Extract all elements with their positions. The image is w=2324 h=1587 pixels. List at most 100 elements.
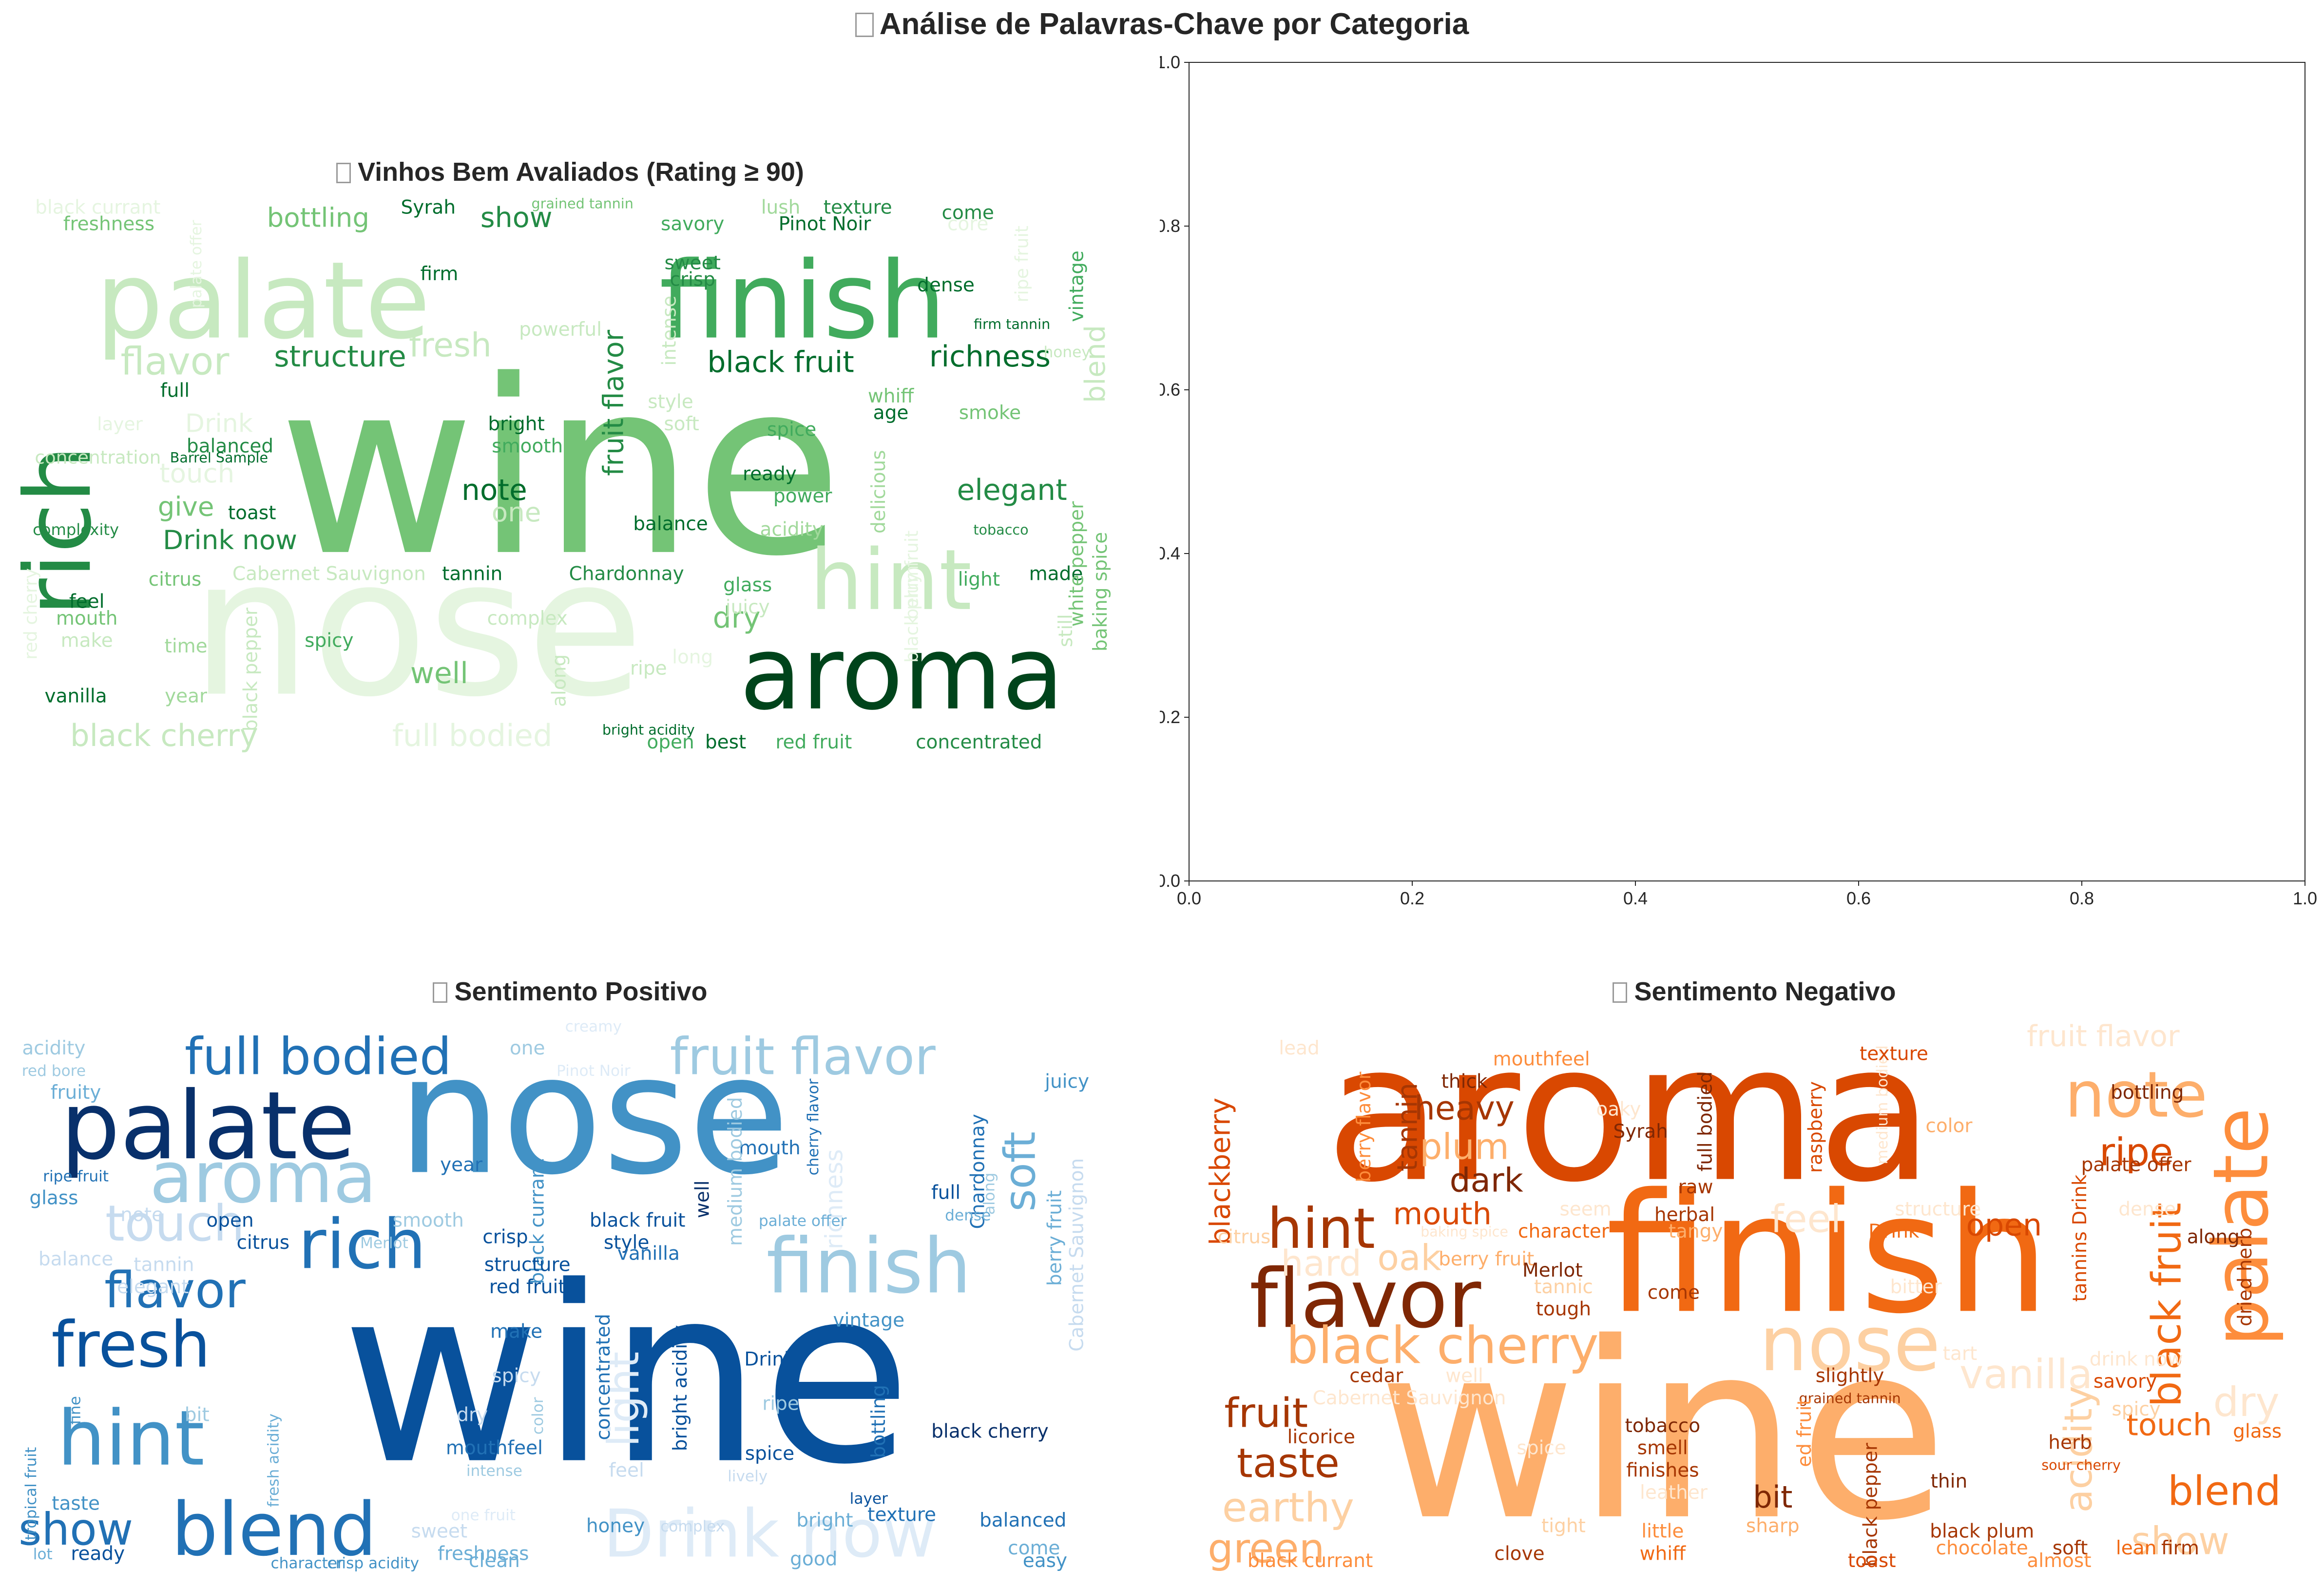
word-tannin: tannin xyxy=(442,563,502,585)
word-ready: ready xyxy=(743,463,797,485)
word-note: note xyxy=(120,1204,163,1226)
word-dry: dry xyxy=(2213,1378,2279,1426)
word-merlot: Merlot xyxy=(1522,1260,1583,1281)
missing-glyph-icon xyxy=(855,13,874,37)
word-layer: layer xyxy=(850,1490,888,1508)
word-berry-fruit: berry fruit xyxy=(902,531,922,620)
panel-title-top-left: Vinhos Bem Avaliados (Rating ≥ 90) xyxy=(0,157,1140,187)
word-red-fruit: red fruit xyxy=(775,731,852,753)
word-complexity: complexity xyxy=(33,520,119,539)
word-plum: plum xyxy=(1420,1127,1509,1168)
word-berry-flavor: berry flavor xyxy=(1353,1071,1375,1183)
word-black-pepper: black pepper xyxy=(1860,1442,1882,1567)
word-bottling: bottling xyxy=(267,202,369,233)
word-dense: dense xyxy=(917,274,975,296)
word-structure: structure xyxy=(484,1254,571,1276)
word-one: one xyxy=(510,1037,545,1059)
word-show: show xyxy=(19,1504,133,1555)
word-balance: balance xyxy=(633,513,708,535)
word-mouthfeel: mouthfeel xyxy=(446,1437,543,1459)
word-dense: dense xyxy=(2118,1199,2176,1221)
word-thick: thick xyxy=(1441,1071,1488,1092)
x-tick-label: 0.8 xyxy=(2070,888,2094,908)
word-come: come xyxy=(1648,1282,1700,1304)
word-black-fruit: black fruit xyxy=(590,1209,686,1231)
word-tart: tart xyxy=(1943,1343,1978,1365)
word-light: light xyxy=(598,1352,649,1447)
word-fresh-acidity: fresh acidity xyxy=(265,1414,282,1507)
word-bit: bit xyxy=(185,1404,210,1426)
word-drink: Drink xyxy=(185,409,253,438)
panel-title-text: Vinhos Bem Avaliados (Rating ≥ 90) xyxy=(358,157,804,187)
word-bright: bright xyxy=(488,413,544,435)
panel-title-text: Sentimento Positivo xyxy=(454,977,708,1006)
word-juicy: juicy xyxy=(1044,1071,1089,1092)
word-red-fruit: red fruit xyxy=(489,1276,566,1298)
word-black-fruit: black fruit xyxy=(707,345,854,380)
word-black-currant: black currant xyxy=(35,197,160,218)
word-sweet: sweet xyxy=(664,252,721,274)
word-dry: dry xyxy=(457,1404,488,1426)
word-clove: clove xyxy=(1494,1543,1544,1565)
word-show: show xyxy=(2131,1519,2229,1563)
word-white-pepper: white pepper xyxy=(1066,501,1088,627)
word-powerful: powerful xyxy=(519,319,602,341)
word-full: full xyxy=(160,380,190,402)
word-crisp: crisp xyxy=(670,269,715,291)
word-hard: hard xyxy=(1281,1243,1362,1284)
word-power: power xyxy=(773,485,833,507)
word-style: style xyxy=(604,1232,650,1254)
word-aroma: aroma xyxy=(150,1137,377,1219)
word-chardonnay: Chardonnay xyxy=(967,1114,989,1229)
word-year: year xyxy=(440,1154,483,1176)
word-lead: lead xyxy=(1279,1037,1319,1059)
word-whiff: whiff xyxy=(868,385,914,407)
word-palate: palate xyxy=(60,1071,355,1181)
word-ripe: ripe xyxy=(762,1393,799,1415)
word-cabernet-sauvignon: Cabernet Sauvignon xyxy=(1313,1387,1506,1409)
word-bright: bright xyxy=(796,1510,853,1531)
word-come: come xyxy=(942,202,994,224)
word-mouth: mouth xyxy=(739,1137,801,1159)
word-ripe-fruit: ripe fruit xyxy=(1012,226,1033,302)
word-wine: wine xyxy=(341,1235,912,1518)
word-show: show xyxy=(480,202,553,234)
word-feel: feel xyxy=(609,1459,644,1481)
word-drink: Drink xyxy=(1868,1221,1920,1243)
word-crisp: crisp xyxy=(482,1226,528,1248)
x-tick-label: 0.0 xyxy=(1177,888,1201,908)
word-black-pepper: black pepper xyxy=(240,607,262,731)
word-fruit-flavor: fruit flavor xyxy=(2027,1019,2180,1053)
word-acidity: acidity xyxy=(760,519,824,541)
word-finish: finish xyxy=(1606,1158,2050,1350)
word-black-currant: black currant xyxy=(1248,1550,1373,1571)
word-light: light xyxy=(958,569,1000,591)
word-finishes: finishes xyxy=(1626,1459,1699,1481)
word-sweet: sweet xyxy=(411,1521,468,1543)
word-palate: palate xyxy=(2197,1108,2286,1347)
word-honey: honey xyxy=(586,1515,645,1537)
word-grained-tannin: grained tannin xyxy=(1799,1390,1901,1407)
word-tight: tight xyxy=(1541,1515,1586,1537)
word-juicy: juicy xyxy=(725,596,770,618)
word-tangy: tangy xyxy=(1669,1221,1723,1243)
word-pinot-noir: Pinot Noir xyxy=(779,213,872,235)
word-syrah: Syrah xyxy=(401,197,456,218)
word-glass: glass xyxy=(29,1187,78,1209)
panel-title-text: Sentimento Negativo xyxy=(1634,977,1896,1006)
word-note: note xyxy=(461,473,527,507)
word-medium-bodied: medium bodied xyxy=(1874,1045,1891,1164)
word-herbal: herbal xyxy=(1654,1204,1715,1226)
word-color: color xyxy=(529,1397,547,1434)
word-age: age xyxy=(873,402,909,424)
word-nose: nose xyxy=(397,1019,789,1211)
word-toast: toast xyxy=(228,502,276,524)
word-sour-cherry: sour cherry xyxy=(2041,1456,2121,1473)
word-finish: finish xyxy=(659,239,946,363)
word-blend: blend xyxy=(1079,325,1111,403)
word-along: along xyxy=(980,1173,998,1215)
word-hint: hint xyxy=(810,532,972,629)
word-ripe-fruit: ripe fruit xyxy=(43,1168,109,1185)
word-lean: lean xyxy=(2116,1537,2156,1559)
